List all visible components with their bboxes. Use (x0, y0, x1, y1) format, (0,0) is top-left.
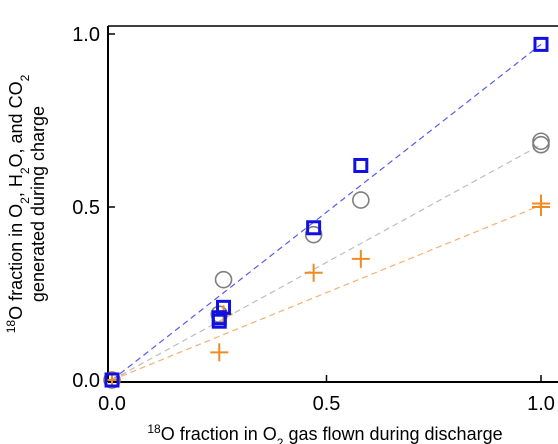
data-points (103, 36, 550, 389)
x-title-post: gas flown during discharge (283, 424, 502, 444)
y-tick-label: 0.0 (72, 370, 100, 392)
x-title-sub: 2 (277, 436, 284, 444)
fit-line-square (111, 43, 542, 381)
data-point-square (211, 310, 227, 326)
fit-line-plus (111, 204, 542, 381)
y-tick-label: 1.0 (72, 24, 100, 46)
x-axis-title: 18O fraction in O2 gas flown during disc… (147, 422, 502, 444)
data-point-square (216, 299, 232, 315)
fit-line-circle (111, 144, 542, 381)
data-point-circle (532, 132, 550, 151)
x-title-pre: O fraction in O (161, 424, 277, 444)
y-axis-title-line1: 18O fraction in O2, H2O, and CO2 (4, 74, 32, 333)
x-tick-label: 0.0 (98, 393, 126, 415)
x-title-sup: 18 (147, 422, 161, 436)
data-point-square (306, 220, 322, 236)
y-title-sup: 18 (4, 320, 18, 334)
data-point-square (104, 372, 120, 388)
y-tick-label: 0.5 (72, 197, 100, 219)
data-point-plus (210, 343, 229, 362)
y-title-s3: 2 (18, 74, 32, 81)
data-point-plus (532, 194, 550, 213)
data-point-plus (351, 249, 370, 268)
plot-frame (107, 25, 558, 383)
y-title-a: O fraction in O (6, 204, 26, 320)
data-point-plus (304, 263, 323, 282)
x-tick-label: 0.5 (313, 393, 341, 415)
y-title-b: , H (6, 174, 26, 197)
data-point-circle (214, 270, 233, 289)
data-point-circle (304, 225, 323, 244)
fit-lines (111, 43, 542, 381)
data-point-square (533, 36, 549, 52)
y-axis-title-line2: generated during charge (28, 106, 48, 302)
data-point-square (353, 157, 369, 173)
data-point-circle (352, 191, 370, 209)
y-title-c: O, and CO (6, 81, 26, 167)
y-title-s2: 2 (18, 167, 32, 174)
x-tick-label: 1.0 (527, 393, 555, 415)
ticks: 0.0 0.5 1.0 0.0 0.5 1.0 (72, 24, 555, 415)
y-title-s1: 2 (18, 197, 32, 204)
